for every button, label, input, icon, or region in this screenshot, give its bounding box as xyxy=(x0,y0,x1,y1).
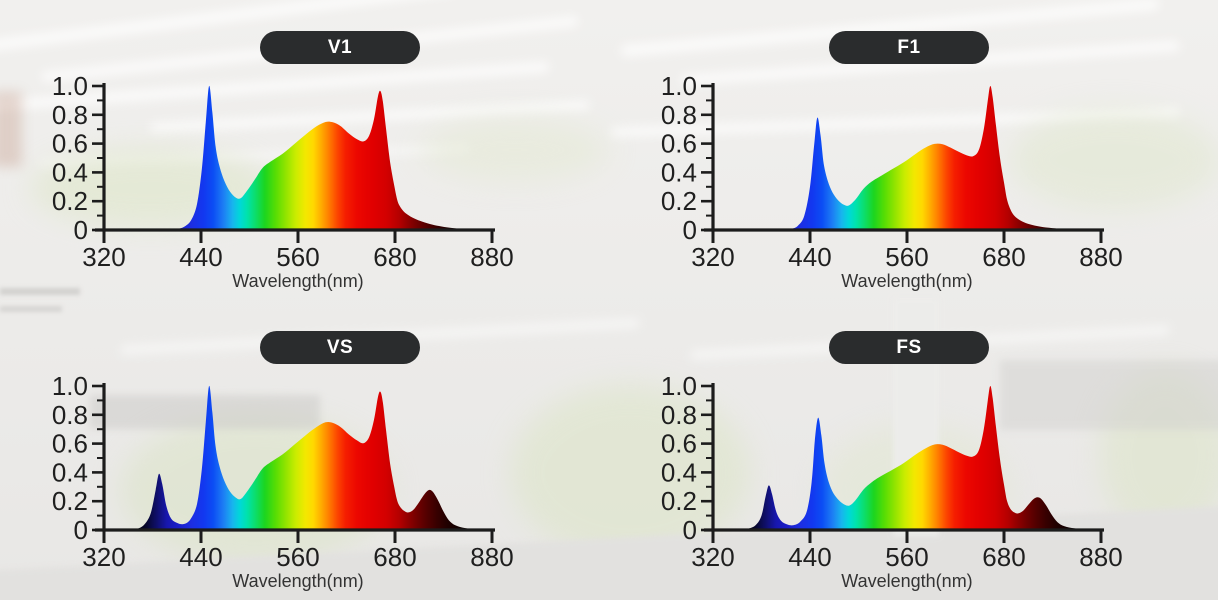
chart-title: F1 xyxy=(897,36,921,58)
panel-vs: VS 0 0.2 0.4 0.6 0.8 1.0 320 440 560 680 880 Wavele… xyxy=(0,300,609,600)
svg-text:0.6: 0.6 xyxy=(52,129,88,159)
svg-text:0.2: 0.2 xyxy=(661,486,697,516)
spectrum-area xyxy=(168,85,492,230)
x-axis-label: Wavelength(nm) xyxy=(232,271,363,291)
svg-text:680: 680 xyxy=(982,542,1025,572)
svg-text:0.2: 0.2 xyxy=(52,186,88,216)
bg-shelf-row xyxy=(0,306,62,312)
svg-text:1.0: 1.0 xyxy=(661,71,697,101)
spectrum-chart-fs: 00.20.40.60.81.0 320 440 560 680 880 Wavelengt… xyxy=(661,371,1123,591)
svg-text:880: 880 xyxy=(1079,242,1122,272)
panel-v1: V1 0 0.2 0.4 0.6 0.8 1.0 320 440 560 680 880 Wavele… xyxy=(0,0,609,300)
svg-text:0.6: 0.6 xyxy=(661,429,697,459)
svg-text:440: 440 xyxy=(788,542,831,572)
bg-shelf xyxy=(90,395,320,429)
svg-text:880: 880 xyxy=(470,542,513,572)
svg-text:0.4: 0.4 xyxy=(52,457,88,487)
svg-text:0.8: 0.8 xyxy=(52,400,88,430)
svg-text:880: 880 xyxy=(470,242,513,272)
axes: 00.20.40.60.81.0 320 440 560 680 880 Wavelengt… xyxy=(661,371,1123,591)
svg-text:680: 680 xyxy=(982,242,1025,272)
svg-text:680: 680 xyxy=(373,242,416,272)
bg-shelf xyxy=(1000,360,1218,430)
chart-title-pill: VS xyxy=(260,331,420,364)
chart-title-pill: F1 xyxy=(829,31,989,64)
svg-text:1.0: 1.0 xyxy=(661,371,697,401)
svg-text:0: 0 xyxy=(74,515,88,545)
x-axis-label: Wavelength(nm) xyxy=(841,571,972,591)
svg-text:320: 320 xyxy=(691,542,734,572)
chart-title-pill: V1 xyxy=(260,31,420,64)
axes: 00.20.40.60.81.0 320 440 560 680 880 Wavelengt… xyxy=(52,71,514,291)
svg-text:560: 560 xyxy=(885,542,928,572)
svg-text:0.6: 0.6 xyxy=(52,429,88,459)
svg-text:0: 0 xyxy=(683,515,697,545)
svg-text:0.8: 0.8 xyxy=(661,400,697,430)
svg-text:680: 680 xyxy=(373,542,416,572)
x-axis-label: Wavelength(nm) xyxy=(232,571,363,591)
svg-text:440: 440 xyxy=(179,542,222,572)
svg-text:0.4: 0.4 xyxy=(661,457,697,487)
svg-text:0.8: 0.8 xyxy=(52,100,88,130)
spectrum-chart-v1: 00.20.40.60.81.0 320 440 560 680 880 Wavelengt… xyxy=(52,71,514,291)
svg-text:0.6: 0.6 xyxy=(661,129,697,159)
svg-text:560: 560 xyxy=(885,242,928,272)
axes: 00.20.40.60.81.0 320 440 560 680 880 Wavelengt… xyxy=(52,371,514,591)
chart-title: VS xyxy=(326,336,354,358)
chart-title-pill: FS xyxy=(829,331,989,364)
svg-text:1.0: 1.0 xyxy=(52,371,88,401)
svg-text:0.4: 0.4 xyxy=(52,157,88,187)
svg-text:0: 0 xyxy=(683,215,697,245)
panel-fs: FS 0 0.2 0.4 0.6 0.8 1.0 320 440 560 680 880 Wavele… xyxy=(609,300,1218,600)
svg-text:0.2: 0.2 xyxy=(661,186,697,216)
svg-text:560: 560 xyxy=(276,542,319,572)
bg-plants-blob xyxy=(1010,110,1218,210)
spectrum-chart-vs: 00.20.40.60.81.0 320 440 560 680 880 Wavelengt… xyxy=(52,371,514,591)
svg-text:320: 320 xyxy=(82,242,125,272)
svg-text:0: 0 xyxy=(74,215,88,245)
svg-text:880: 880 xyxy=(1079,542,1122,572)
panel-f1: F1 0 0.2 0.4 0.6 0.8 1.0 320 440 560 680 880 Wavele… xyxy=(609,0,1218,300)
bg-plants-blob xyxy=(420,118,610,182)
bg-warm-smudge xyxy=(0,92,22,167)
spectrum-area xyxy=(129,385,492,530)
svg-text:320: 320 xyxy=(82,542,125,572)
svg-text:320: 320 xyxy=(691,242,734,272)
svg-text:0.4: 0.4 xyxy=(661,157,697,187)
svg-text:560: 560 xyxy=(276,242,319,272)
svg-text:0.8: 0.8 xyxy=(661,100,697,130)
axes: 00.20.40.60.81.0 320 440 560 680 880 Wavelengt… xyxy=(661,71,1123,291)
svg-text:440: 440 xyxy=(788,242,831,272)
svg-text:0.2: 0.2 xyxy=(52,486,88,516)
spectrum-area xyxy=(738,385,1101,530)
svg-text:440: 440 xyxy=(179,242,222,272)
x-axis-label: Wavelength(nm) xyxy=(841,271,972,291)
spectrum-area xyxy=(781,85,1101,230)
svg-text:1.0: 1.0 xyxy=(52,71,88,101)
chart-title: V1 xyxy=(327,36,353,58)
chart-title: FS xyxy=(896,336,922,358)
bg-shelf-row xyxy=(0,288,80,295)
spectrum-chart-f1: 00.20.40.60.81.0 320 440 560 680 880 Wavelengt… xyxy=(661,71,1123,291)
